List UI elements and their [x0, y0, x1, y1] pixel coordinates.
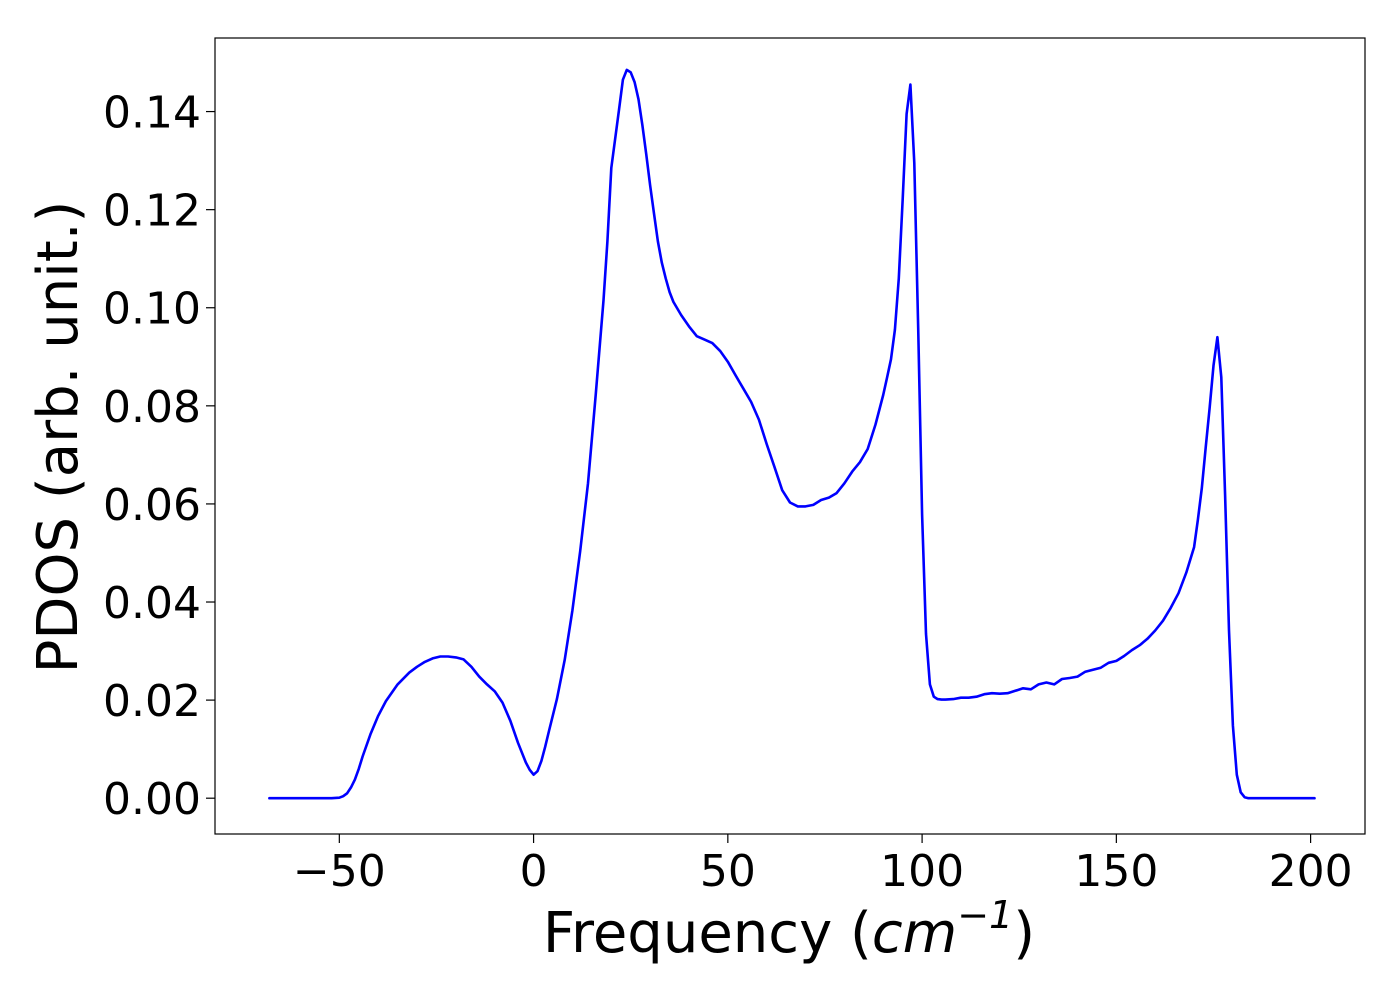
x-tick-label: 0 [520, 846, 548, 897]
y-tick-label: 0.02 [103, 676, 201, 727]
x-axis-label-close: ) [1013, 901, 1035, 966]
y-tick-label: 0.14 [103, 88, 201, 139]
pdos-series-line [268, 68, 1316, 800]
x-axis-ticks: −50 0 50 100 150 200 [293, 834, 1353, 897]
x-tick-label: 50 [700, 846, 756, 897]
x-axis-label-exponent: −1 [957, 893, 1013, 937]
x-tick-label: 100 [880, 846, 964, 897]
y-tick-label: 0.00 [103, 774, 201, 825]
y-axis-ticks: 0.00 0.02 0.04 0.06 0.08 0.10 0.12 0.14 [103, 88, 215, 825]
x-tick-label: 150 [1074, 846, 1158, 897]
y-tick-label: 0.10 [103, 284, 201, 335]
series-layer [268, 68, 1316, 800]
y-tick-label: 0.04 [103, 578, 201, 629]
x-axis-label-unit: cm [872, 901, 957, 966]
plot-area-border [214, 37, 1366, 835]
x-tick-label: −50 [293, 846, 386, 897]
x-axis-label: Frequency (cm−1) [543, 893, 1035, 966]
y-tick-label: 0.06 [103, 480, 201, 531]
y-tick-label: 0.12 [103, 186, 201, 237]
x-axis-label-main: Frequency ( [543, 901, 872, 966]
y-axis-label: PDOS (arb. unit.) [26, 201, 91, 674]
x-tick-label: 200 [1269, 846, 1353, 897]
y-tick-label: 0.08 [103, 382, 201, 433]
plot-frame [214, 37, 1366, 835]
